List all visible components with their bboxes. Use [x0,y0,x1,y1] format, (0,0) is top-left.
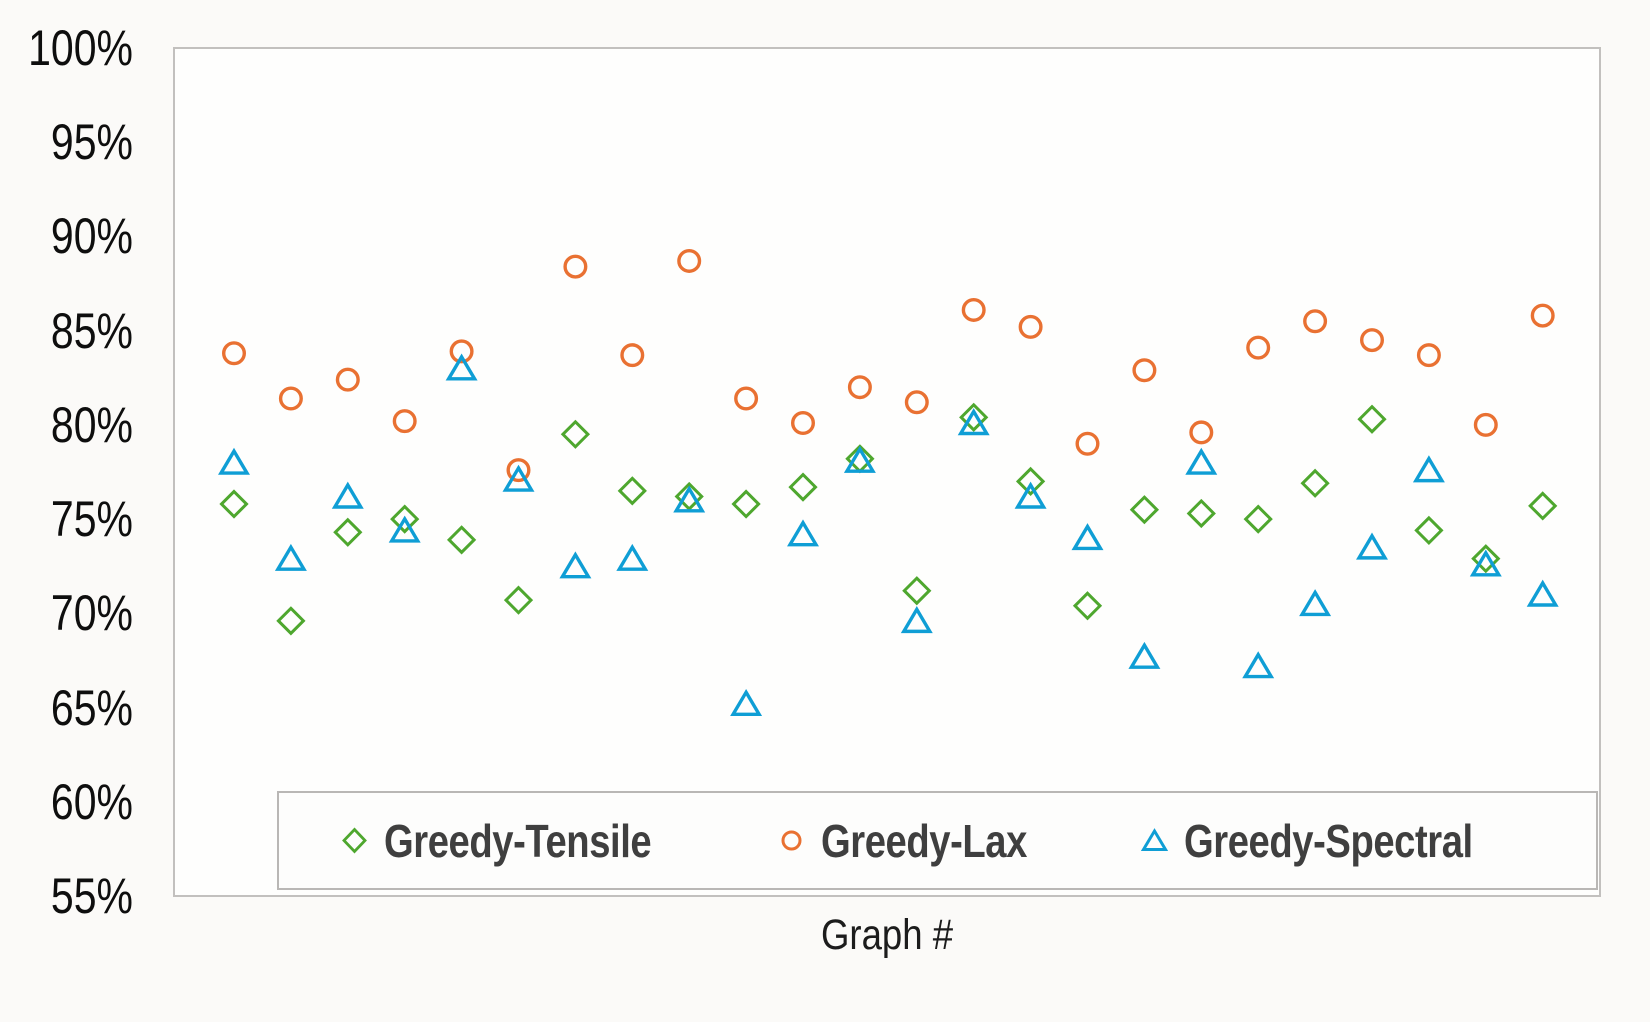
circle-data-marker [221,341,246,366]
diamond-data-marker [560,419,591,449]
data-points-layer [218,248,1559,716]
triangle-data-marker [1185,447,1218,475]
y-axis-tick-label: 100% [28,20,133,76]
circle-data-marker [335,367,360,392]
triangle-data-marker [1469,549,1502,577]
circle-data-marker [677,248,702,273]
diamond-data-marker [731,489,761,519]
triangle-data-marker [1128,641,1161,669]
triangle-data-marker [1356,532,1388,560]
circle-data-marker [1189,420,1214,445]
diamond-data-marker [446,525,477,555]
diamond-data-marker [788,472,818,502]
circle-data-marker [791,411,816,436]
legend-label: Greedy-Tensile [384,814,652,867]
diamond-data-marker [219,489,249,519]
legend-label: Greedy-Lax [820,814,1027,867]
y-axis-tick-label: 80% [50,396,133,453]
diamond-data-marker [1414,515,1444,546]
circle-data-marker [847,375,872,400]
triangle-data-marker [1242,651,1275,679]
circle-icon [781,830,802,851]
triangle-data-marker [787,519,819,547]
y-axis-tick-label: 90% [50,208,133,265]
y-axis-tick-label: 95% [50,114,133,171]
triangle-data-marker [445,353,478,381]
triangle-data-marker [900,606,933,634]
triangle-icon [1141,828,1169,851]
triangle-data-marker [1014,481,1047,509]
triangle-data-marker [388,515,421,543]
circle-data-marker [904,390,929,415]
diamond-data-marker [1528,491,1558,521]
triangle-data-marker [1071,523,1104,551]
diamond-data-marker [503,585,534,615]
circle-data-marker [1473,412,1498,437]
diamond-data-marker [674,481,704,512]
diamond-data-marker [1129,495,1160,525]
legend-item-greedy-spectral: Greedy-Spectral [1141,814,1532,868]
diamond-data-marker [617,476,647,506]
diamond-data-marker [1243,504,1273,534]
diamond-icon [342,827,367,854]
circle-data-marker [1075,431,1100,456]
diamond-data-marker [902,576,932,606]
circle-data-marker [392,409,417,434]
legend-item-greedy-tensile: Greedy-Tensile [341,814,706,868]
circle-data-marker [1018,314,1043,339]
y-axis-tick-label: 55% [50,868,133,924]
triangle-data-marker [730,688,763,716]
circle-data-marker [1530,303,1555,328]
triangle-data-marker [559,551,592,579]
triangle-data-marker [1526,579,1559,607]
triangle-data-marker [331,481,364,509]
diamond-data-marker [1186,498,1216,529]
circle-data-marker [506,458,531,483]
diamond-data-marker [276,606,306,636]
circle-data-marker [1359,328,1384,353]
triangle-data-marker [616,543,649,571]
triangle-data-marker [1299,589,1332,617]
y-axis-tick-label: 85% [50,302,133,359]
y-axis-tick-label: 70% [50,585,133,642]
legend-label: Greedy-Spectral [1184,814,1473,867]
y-axis-tick-label: 75% [50,491,133,548]
legend-item-greedy-lax: Greedy-Lax [778,814,1069,868]
circle-data-marker [1246,335,1271,360]
y-axis-tick-label: 65% [50,679,133,736]
legend: Greedy-Tensile Greedy-Lax Greedy-Spectra… [277,791,1598,890]
circle-data-marker [1416,343,1441,368]
circle-data-marker [734,386,759,411]
diamond-data-marker [1300,468,1330,498]
diamond-data-marker [1072,591,1103,621]
circle-data-marker [1132,358,1157,383]
circle-data-marker [1303,309,1328,334]
triangle-data-marker [218,447,250,475]
diamond-data-marker [333,517,363,547]
triangle-data-marker [843,445,876,473]
plot-frame [173,47,1601,897]
diamond-data-marker [1471,544,1501,574]
diamond-data-marker [390,504,420,534]
x-axis-title: Graph # [820,911,954,959]
circle-data-marker [961,297,986,322]
triangle-data-marker [502,464,535,492]
circle-data-marker [620,343,645,368]
circle-data-marker [278,386,303,411]
y-axis-tick-label: 60% [50,773,133,830]
circle-data-marker [563,254,588,279]
triangle-data-marker [673,485,706,513]
triangle-data-marker [957,408,990,436]
triangle-data-marker [1412,455,1445,483]
diamond-data-marker [1015,466,1046,497]
circle-data-marker [449,339,474,364]
triangle-data-marker [274,543,307,571]
diamond-data-marker [1357,404,1387,434]
diamond-data-marker [959,402,989,432]
